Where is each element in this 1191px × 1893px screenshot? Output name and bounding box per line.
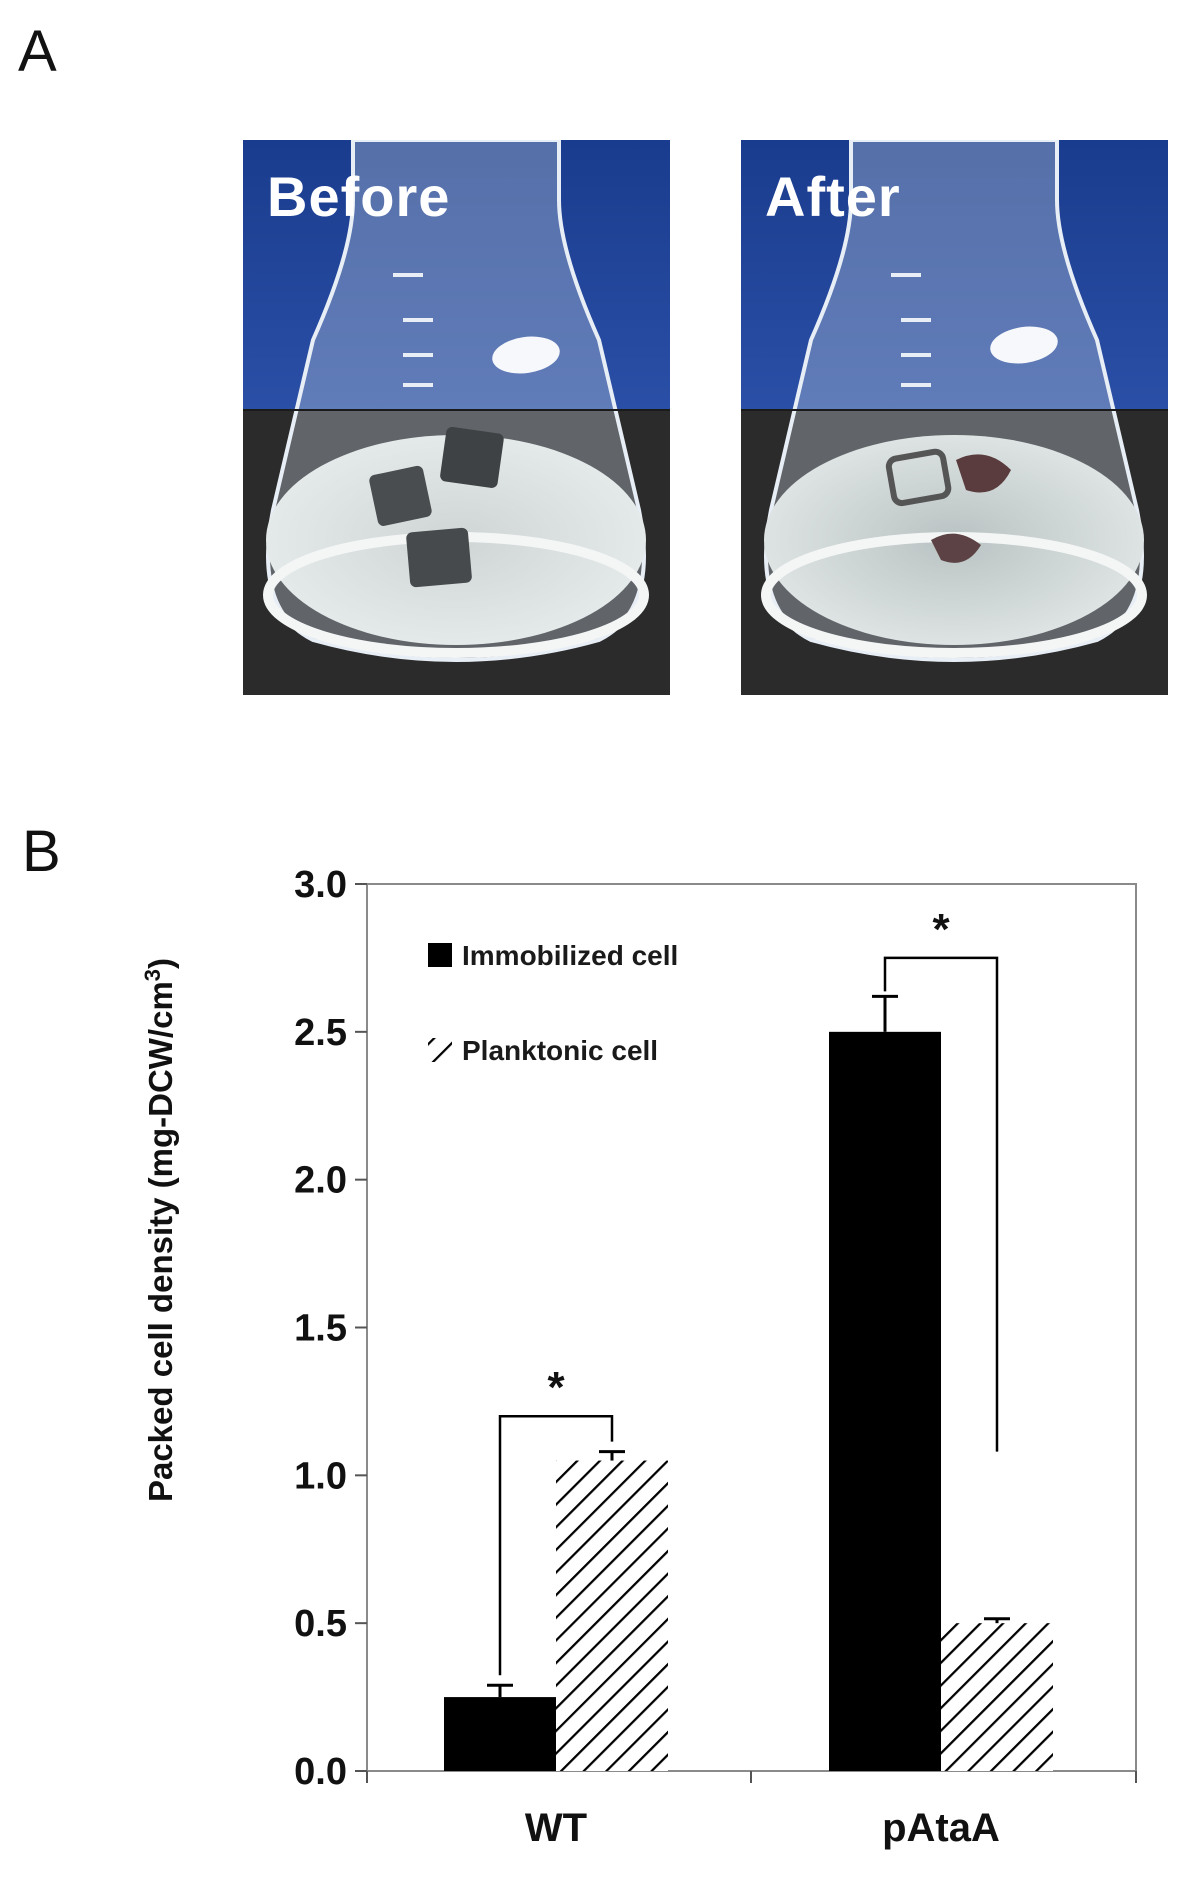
y-tick-label: 2.5 [294,1012,347,1054]
bar-planktonic [556,1460,668,1771]
before-label: Before [267,165,451,228]
category-label: pAtaA [882,1806,1000,1850]
significance-bracket [498,1414,614,1676]
chart-marks: 0.0 0.5 1.0 1.5 2.0 2.5 3.0 WT pAtaA * * Immobilize… [140,864,1137,1850]
panel-letter-b: B [22,819,61,884]
y-tick-label: 2.0 [294,1160,347,1202]
y-tick-label: 0.0 [294,1751,347,1793]
panel-letter-a: A [18,19,57,84]
y-tick-label: 3.0 [294,864,347,906]
y-axis-label-end: ) [142,958,179,969]
y-axis-label-superscript: 3 [140,969,165,981]
legend-swatch-immobilized [428,943,452,967]
category-label: WT [525,1806,587,1850]
y-axis-label-main: Packed cell density (mg-DCW/cm [142,981,179,1502]
significance-star: * [932,905,950,954]
bar-immobilized [444,1697,556,1771]
after-flask-photo: After [741,140,1168,695]
legend-label-immobilized: Immobilized cell [462,940,678,971]
significance-star: * [547,1363,565,1412]
y-tick-label: 1.5 [294,1308,347,1350]
significance-bracket [883,956,999,1452]
legend-label-planktonic: Planktonic cell [462,1035,658,1066]
bar-planktonic [941,1623,1053,1771]
y-tick-label: 0.5 [294,1603,347,1645]
before-flask-photo: Before [243,140,670,695]
y-tick-label: 1.0 [294,1455,347,1497]
after-label: After [765,165,901,228]
legend-swatch-planktonic [428,1038,452,1062]
y-axis-label: Packed cell density (mg-DCW/cm3) [140,958,179,1502]
bar-immobilized [829,1031,941,1771]
